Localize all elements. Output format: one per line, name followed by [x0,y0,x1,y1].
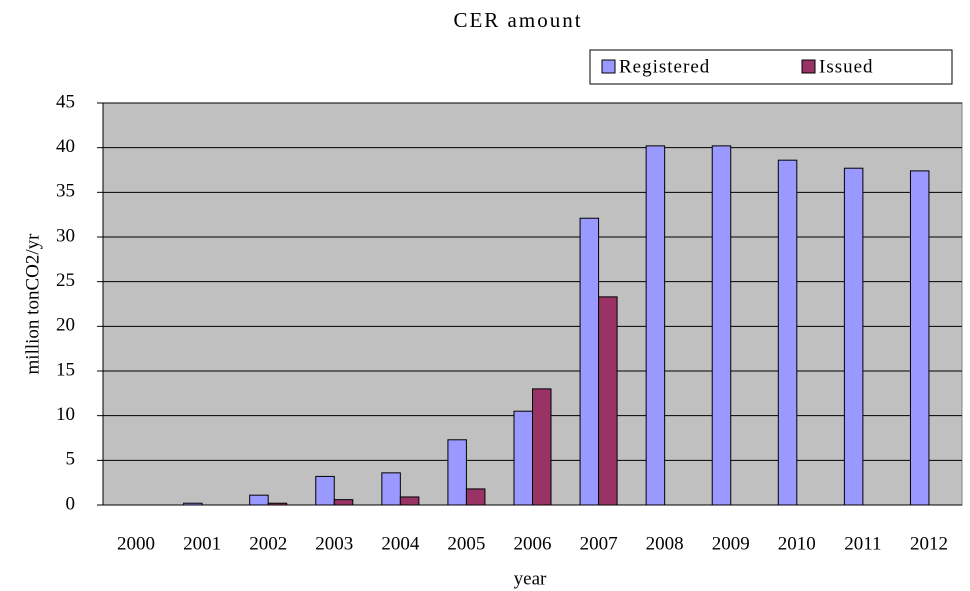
y-axis-label: million tonCO2/yr [22,233,43,375]
bar [645,145,666,506]
x-tick-label: 2006 [514,533,552,554]
bar [598,296,618,506]
x-tick-label: 2012 [910,533,948,554]
y-tick-label: 0 [66,493,76,514]
x-tick-label: 2000 [117,533,155,554]
bar [465,488,486,506]
legend-label: Registered [619,56,710,77]
bar [532,388,552,506]
bar [909,170,930,506]
bar [513,410,534,506]
bar [777,159,798,506]
bar [249,494,269,506]
x-tick-label: 2005 [447,533,485,554]
x-tick-label: 2010 [778,533,816,554]
bar [381,472,401,506]
bar [333,499,354,506]
y-tick-label: 45 [56,91,75,112]
x-tick-label: 2003 [315,533,353,554]
y-tick-label: 20 [56,315,75,336]
x-tick-label: 2001 [183,533,221,554]
x-tick-label: 2004 [381,533,420,554]
bar [267,502,288,506]
y-tick-label: 30 [56,225,75,246]
y-tick-label: 40 [56,136,75,157]
x-tick-label: 2009 [712,533,750,554]
legend-swatch [601,59,616,74]
chart-title: CER amount [453,8,582,32]
bar [315,475,335,506]
x-tick-label: 2007 [580,533,618,554]
legend-swatch [801,59,816,74]
y-tick-label: 25 [56,270,75,291]
bar [447,439,467,506]
bar [183,502,203,506]
x-tick-label: 2011 [844,533,881,554]
y-tick-label: 15 [56,359,75,380]
y-tick-label: 10 [56,404,75,425]
x-axis-label: year [514,568,547,589]
bar [843,167,864,506]
bar [711,145,732,506]
x-tick-label: 2002 [249,533,287,554]
legend-box [589,49,953,85]
bar [399,496,420,506]
y-tick-label: 35 [56,181,75,202]
bar [579,217,600,506]
x-tick-label: 2008 [646,533,684,554]
y-tick-label: 5 [66,449,76,470]
legend-label: Issued [819,56,874,77]
